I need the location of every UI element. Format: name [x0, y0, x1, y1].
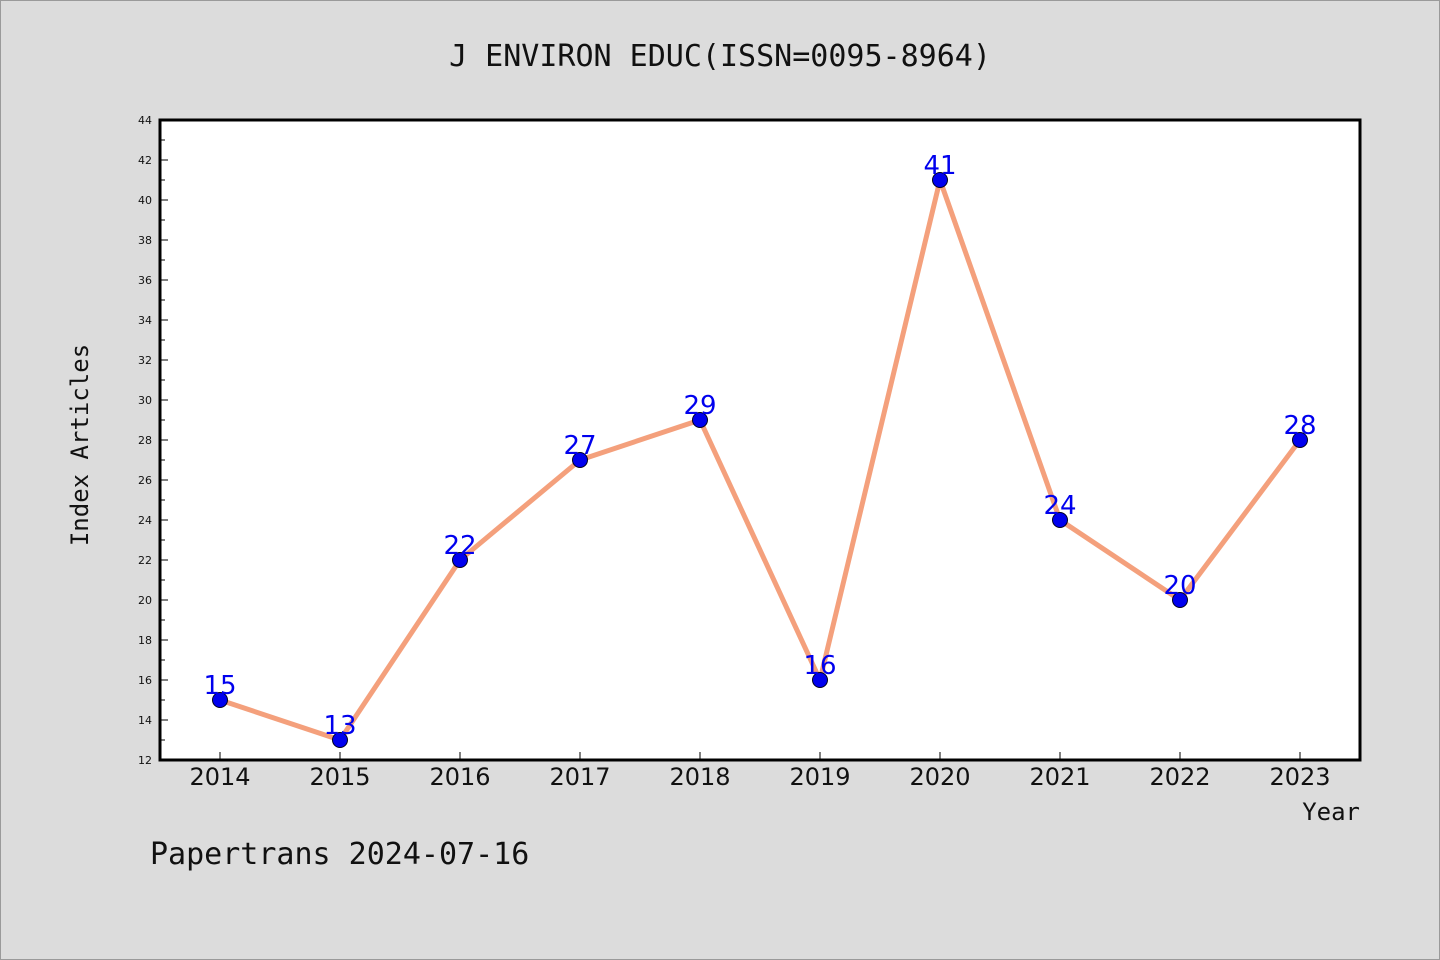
y-axis-label: Index Articles: [66, 344, 94, 546]
x-tick-label: 2018: [669, 763, 730, 791]
data-label: 29: [683, 391, 716, 421]
x-axis: 2014 2015 2016 2017 2018 2019 2020 2021 2022 2023: [189, 752, 1331, 791]
data-point: [572, 452, 588, 468]
data-point: [212, 692, 228, 708]
chart-title: J ENVIRON EDUC(ISSN=0095-8964): [449, 39, 991, 74]
x-tick-label: 2021: [1029, 763, 1090, 791]
data-label: 28: [1283, 411, 1316, 441]
y-tick-label: 26: [138, 474, 152, 487]
y-tick-label: 36: [138, 274, 152, 287]
data-point: [692, 412, 708, 428]
data-point: [452, 552, 468, 568]
data-label: 24: [1043, 491, 1076, 521]
plot-area: [160, 120, 1360, 760]
data-labels: 15 13 22 27 29 16 41 24 20 28: [203, 151, 1316, 741]
y-axis: 12 14 16 18 20 22 24 26 28 30 32 34 36 38 40 42 44: [138, 114, 168, 767]
data-label: 13: [323, 711, 356, 741]
x-axis-label: Year: [1302, 798, 1360, 826]
data-label: 16: [803, 651, 836, 681]
x-tick-label: 2022: [1149, 763, 1210, 791]
x-tick-label: 2020: [909, 763, 970, 791]
y-tick-label: 34: [138, 314, 152, 327]
x-tick-label: 2016: [429, 763, 490, 791]
x-tick-label: 2023: [1269, 763, 1330, 791]
y-tick-label: 14: [138, 714, 152, 727]
data-label: 20: [1163, 571, 1196, 601]
data-point: [1172, 592, 1188, 608]
x-tick-label: 2014: [189, 763, 250, 791]
x-tick-label: 2017: [549, 763, 610, 791]
data-label: 41: [923, 151, 956, 181]
y-tick-label: 40: [138, 194, 152, 207]
data-label: 15: [203, 671, 236, 701]
x-tick-label: 2015: [309, 763, 370, 791]
y-tick-label: 12: [138, 754, 152, 767]
y-tick-label: 32: [138, 354, 152, 367]
data-label: 27: [563, 431, 596, 461]
series-line: [219, 177, 1302, 743]
data-point: [932, 172, 948, 188]
y-tick-label: 38: [138, 234, 152, 247]
y-tick-label: 42: [138, 154, 152, 167]
data-points: [212, 172, 1308, 748]
x-tick-label: 2019: [789, 763, 850, 791]
y-tick-label: 28: [138, 434, 152, 447]
data-point: [332, 732, 348, 748]
plot-border: [158, 118, 1362, 762]
data-point: [812, 672, 828, 688]
y-tick-label: 18: [138, 634, 152, 647]
data-label: 22: [443, 531, 476, 561]
y-tick-label: 22: [138, 554, 152, 567]
y-tick-label: 30: [138, 394, 152, 407]
y-tick-label: 44: [138, 114, 152, 127]
data-point: [1292, 432, 1308, 448]
footer-text: Papertrans 2024-07-16: [150, 837, 529, 872]
data-point: [1052, 512, 1068, 528]
y-tick-label: 16: [138, 674, 152, 687]
y-tick-label: 24: [138, 514, 152, 527]
y-tick-label: 20: [138, 594, 152, 607]
